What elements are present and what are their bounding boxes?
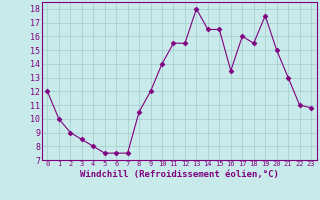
X-axis label: Windchill (Refroidissement éolien,°C): Windchill (Refroidissement éolien,°C) xyxy=(80,170,279,179)
